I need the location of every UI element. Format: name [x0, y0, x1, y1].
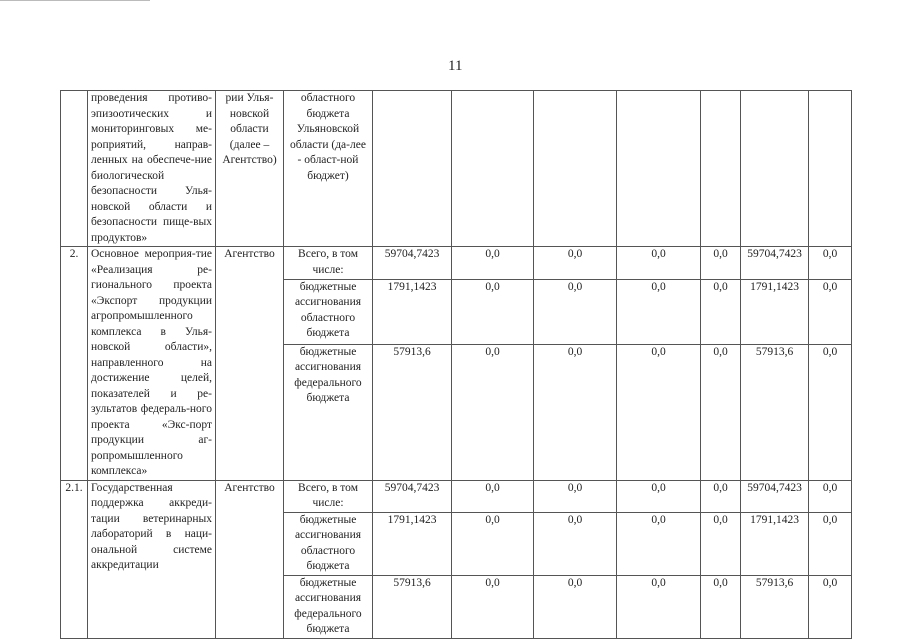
row-description: Государственная поддержка аккреди-тации … — [87, 479, 216, 639]
scan-artifact-line — [0, 0, 150, 1]
row-value: 0,0 — [808, 511, 852, 576]
row-value: 1791,1423 — [372, 278, 452, 345]
row-description: проведения противо-эпизоотических и мони… — [87, 90, 216, 247]
row-value: 0,0 — [533, 479, 617, 513]
row-value: 0,0 — [616, 343, 701, 481]
row-value: 0,0 — [808, 343, 852, 481]
row-value: 1791,1423 — [740, 278, 809, 345]
row-funding-source: бюджетные ассигнования областного бюджет… — [283, 278, 373, 345]
row-value: 0,0 — [700, 574, 741, 639]
row-value: 0,0 — [700, 278, 741, 345]
row-executor: Агентство — [215, 479, 284, 639]
row-value: 0,0 — [533, 246, 617, 280]
row-value: 1791,1423 — [372, 511, 452, 576]
row-value — [372, 90, 452, 247]
row-number — [60, 90, 88, 247]
row-value: 0,0 — [616, 511, 701, 576]
row-number: 2. — [60, 246, 88, 481]
row-value: 0,0 — [808, 278, 852, 345]
row-value: 0,0 — [700, 479, 741, 513]
row-value: 0,0 — [533, 343, 617, 481]
row-value: 0,0 — [533, 511, 617, 576]
page-number: 11 — [448, 58, 463, 74]
row-funding-source: бюджетные ассигнования областного бюджет… — [283, 511, 373, 576]
row-value: 0,0 — [616, 278, 701, 345]
row-value: 1791,1423 — [740, 511, 809, 576]
row-value: 0,0 — [808, 479, 852, 513]
row-value: 0,0 — [616, 479, 701, 513]
row-funding-source: Всего, в том числе: — [283, 246, 373, 280]
table-row: 2.1. Государственная поддержка аккреди-та… — [60, 479, 852, 639]
row-value: 57913,6 — [740, 574, 809, 639]
row-description: Основное мероприя-тие «Реализация ре-гио… — [87, 246, 216, 481]
table-row: бюджетные ассигнования федерального бюдж… — [61, 574, 852, 639]
row-value: 0,0 — [700, 343, 741, 481]
row-funding-source: областного бюджета Ульяновской области (… — [283, 90, 373, 247]
row-value: 0,0 — [700, 511, 741, 576]
row-value: 0,0 — [451, 479, 534, 513]
row-value: 0,0 — [700, 246, 741, 280]
row-value — [740, 90, 809, 247]
row-value — [533, 90, 617, 247]
row-executor: рии Улья-новской области (далее – Агентс… — [215, 90, 284, 247]
row-value: 59704,7423 — [372, 246, 452, 280]
row-value: 0,0 — [451, 511, 534, 576]
table-row: 2. Основное мероприя-тие «Реализация ре-г… — [60, 246, 852, 481]
row-value: 0,0 — [451, 343, 534, 481]
table-row: бюджетные ассигнования областного бюджет… — [61, 511, 852, 576]
row-value: 0,0 — [451, 246, 534, 280]
row-value — [451, 90, 534, 247]
row-number: 2.1. — [60, 479, 88, 639]
row-value: 59704,7423 — [740, 246, 809, 280]
table-row: проведения противо-эпизоотических и мони… — [60, 90, 852, 247]
row-value: 59704,7423 — [372, 479, 452, 513]
table-row: бюджетные ассигнования федерального бюдж… — [61, 343, 852, 481]
row-value: 0,0 — [533, 278, 617, 345]
row-value: 57913,6 — [372, 574, 452, 639]
row-funding-source: бюджетные ассигнования федерального бюдж… — [283, 574, 373, 639]
row-value: 57913,6 — [740, 343, 809, 481]
row-value: 0,0 — [616, 574, 701, 639]
row-executor: Агентство — [215, 246, 284, 481]
row-value: 0,0 — [616, 246, 701, 280]
row-value: 0,0 — [451, 278, 534, 345]
row-value: 0,0 — [533, 574, 617, 639]
row-value: 57913,6 — [372, 343, 452, 481]
row-value: 0,0 — [451, 574, 534, 639]
row-value — [700, 90, 741, 247]
row-value — [808, 90, 852, 247]
row-funding-source: бюджетные ассигнования федерального бюдж… — [283, 343, 373, 481]
row-value: 0,0 — [808, 574, 852, 639]
row-value — [616, 90, 701, 247]
row-value: 0,0 — [808, 246, 852, 280]
budget-table: проведения противо-эпизоотических и мони… — [60, 90, 852, 639]
row-value: 59704,7423 — [740, 479, 809, 513]
row-funding-source: Всего, в том числе: — [283, 479, 373, 513]
table-row: бюджетные ассигнования областного бюджет… — [61, 278, 852, 345]
